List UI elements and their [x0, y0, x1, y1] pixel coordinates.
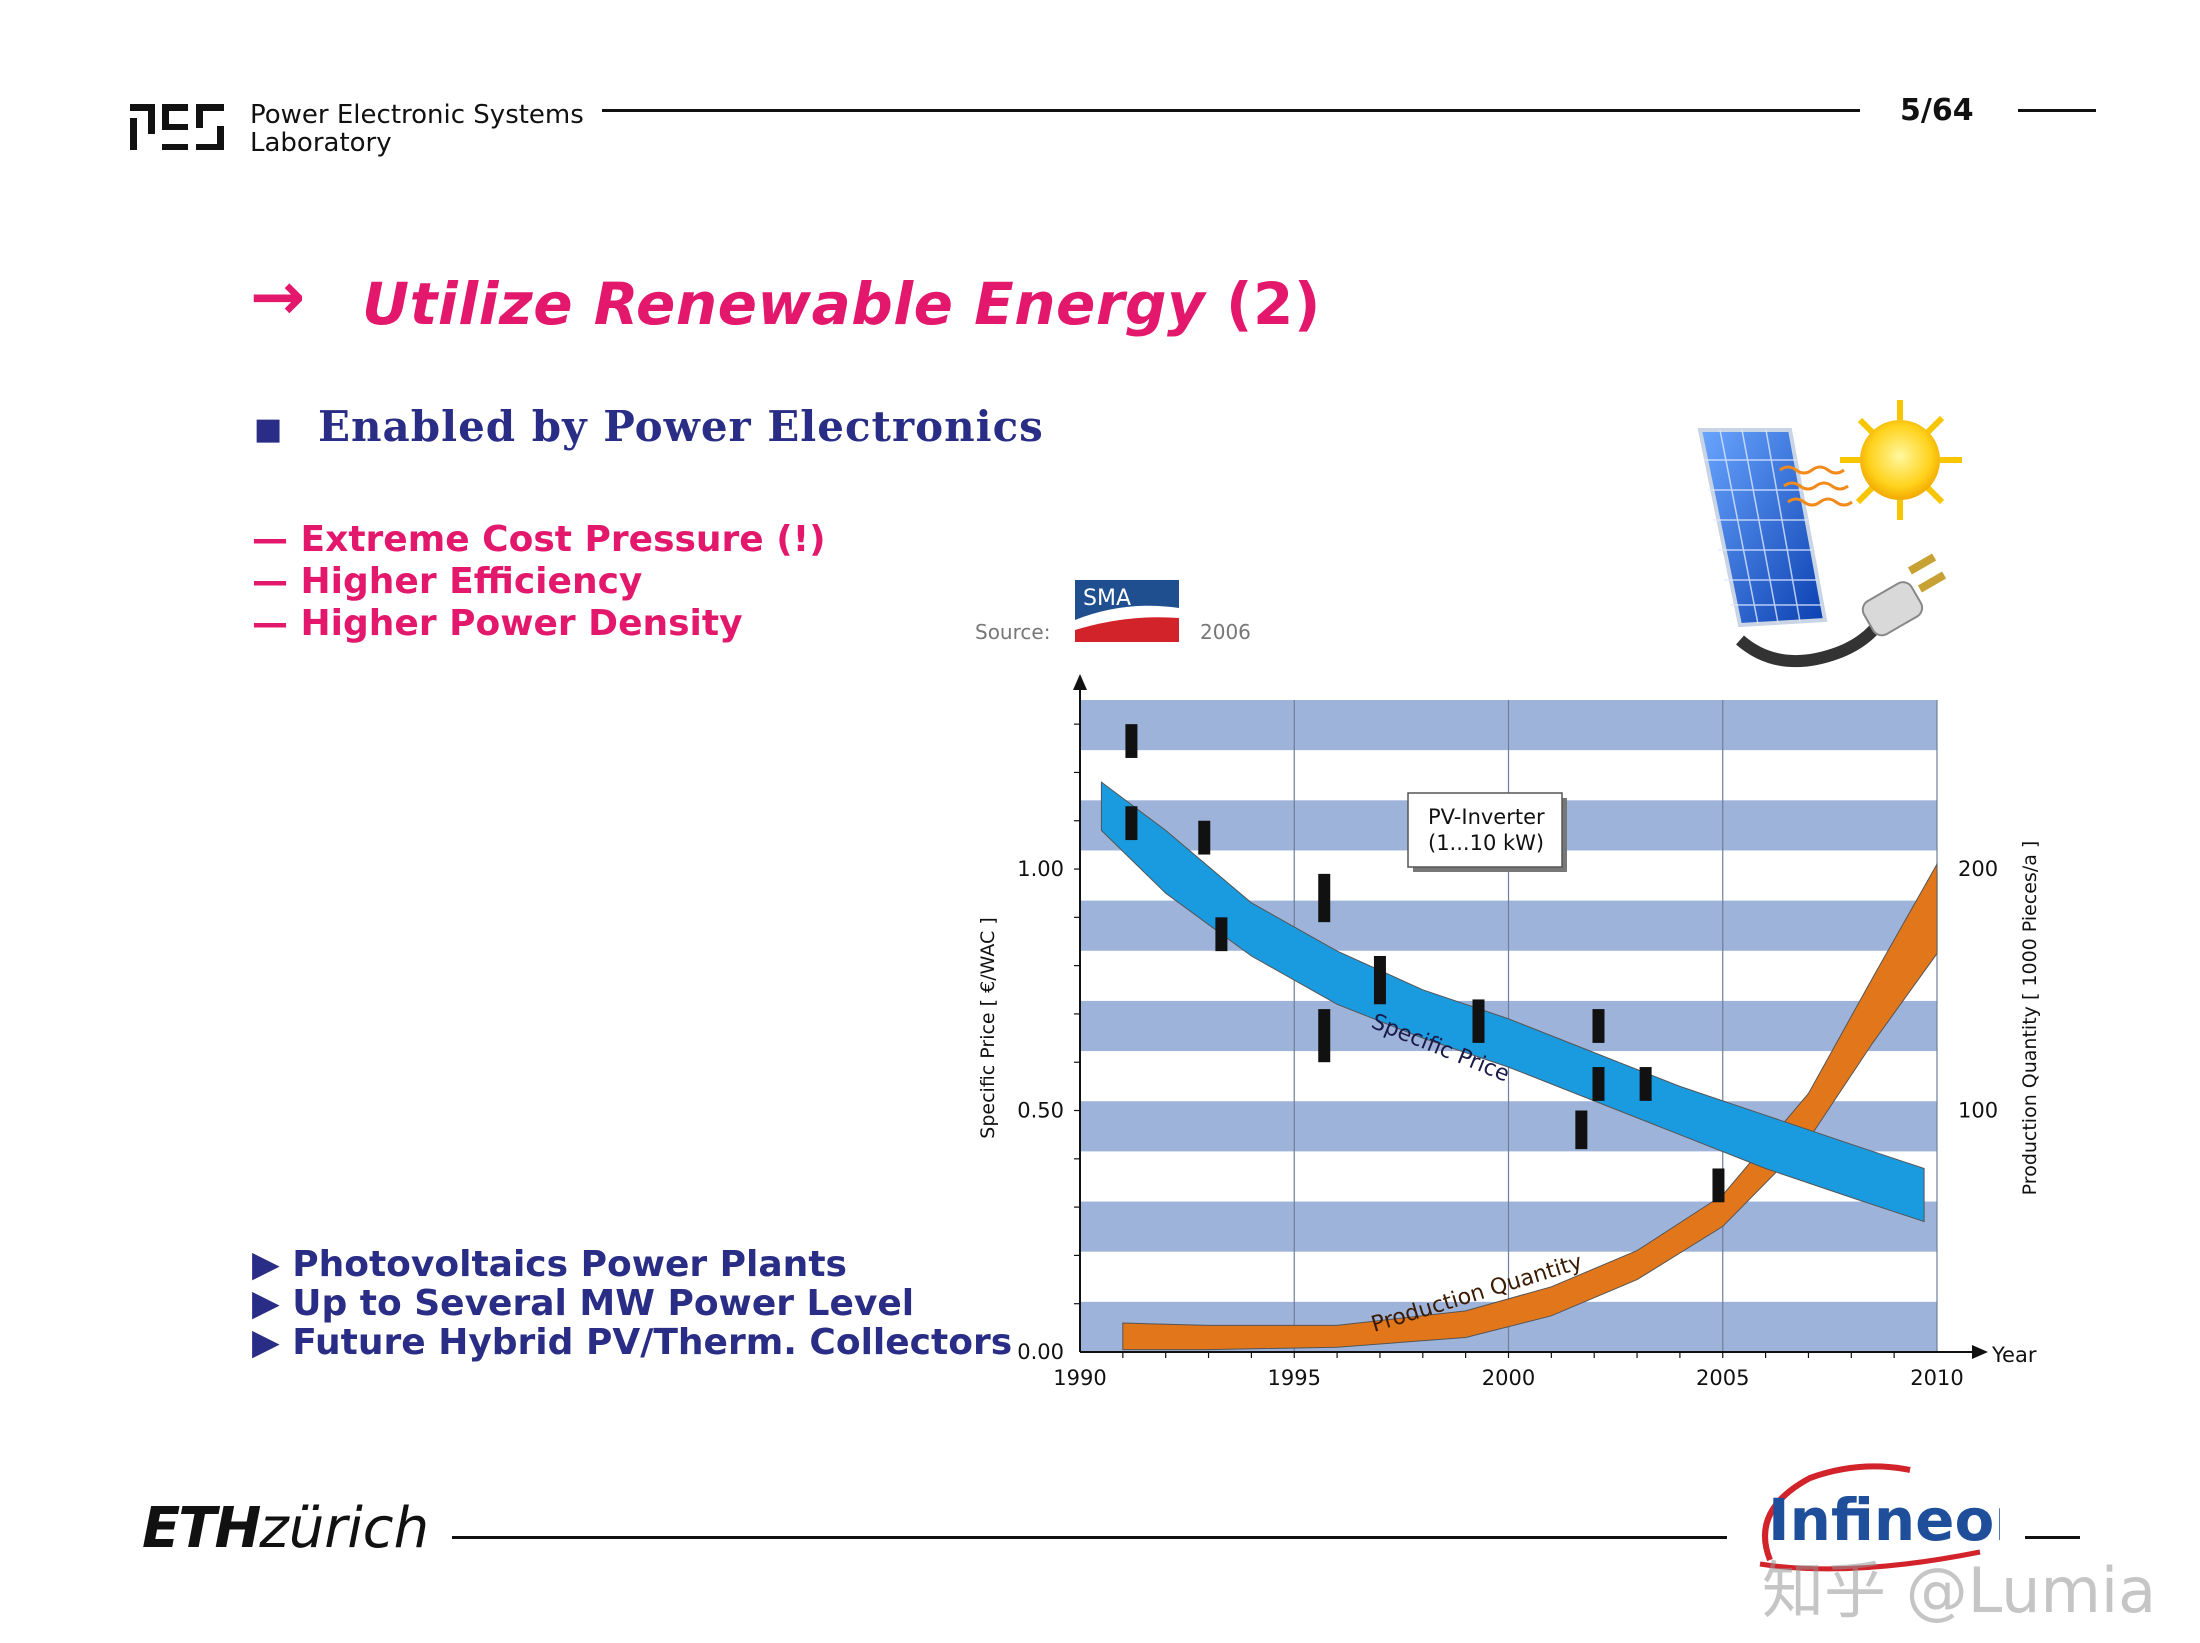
infineon-logo-text: Infineon — [1768, 1486, 2000, 1554]
source-label: Source: — [975, 620, 1051, 644]
y-right-tick-label: 100 — [1958, 1099, 1998, 1123]
lab-name-line2: Laboratory — [250, 128, 392, 158]
data-marker — [1125, 724, 1138, 758]
data-marker — [1125, 806, 1138, 841]
series-area — [1100, 781, 1925, 1223]
x-axis-arrow-icon — [1972, 1345, 1988, 1359]
chart-title-box — [1407, 792, 1563, 868]
list-item: — Extreme Cost Pressure (!) — [252, 519, 826, 560]
list-item: ▶ Up to Several MW Power Level — [252, 1283, 915, 1324]
data-marker — [1712, 1168, 1725, 1203]
data-marker — [1318, 873, 1331, 923]
eth-logo-text: ETH — [142, 1496, 261, 1561]
list-item: — Higher Power Density — [252, 603, 743, 644]
data-marker — [1373, 955, 1386, 1005]
y-axis-arrow-icon — [1073, 674, 1087, 690]
eth-logo: ETHzürich — [142, 1496, 429, 1561]
chart-subtitle: (1...10 kW) — [1428, 831, 1544, 855]
y-right-tick-label: 200 — [1958, 857, 1998, 881]
sun-icon — [1840, 400, 1962, 520]
pes-logo — [130, 104, 224, 150]
footer-rule-right — [2025, 1536, 2080, 1539]
red-list: — Extreme Cost Pressure (!) — Higher Eff… — [252, 519, 826, 645]
data-marker — [1472, 999, 1485, 1043]
blue-list: ▶ Photovoltaics Power Plants ▶ Up to Sev… — [252, 1245, 1012, 1362]
series-area — [1122, 862, 1938, 1351]
plug-icon — [1736, 553, 1947, 668]
solar-panel-illustration — [1697, 400, 1962, 668]
sma-logo: SMA — [1075, 580, 1179, 642]
x-tick-label: 1995 — [1268, 1366, 1321, 1390]
list-item: — Higher Efficiency — [252, 561, 643, 602]
data-marker — [1575, 1110, 1588, 1150]
source-year: 2006 — [1200, 620, 1251, 644]
watermark: 知乎 @Lumia — [1762, 1554, 2157, 1627]
list-item: ▶ Future Hybrid PV/Therm. Collectors — [252, 1322, 1013, 1363]
sma-logo-text: SMA — [1083, 586, 1131, 611]
footer-rule — [452, 1536, 1727, 1539]
slide-title-text: Utilize Renewable Energy — [362, 270, 1206, 338]
page-number: 5/64 — [1900, 93, 1974, 128]
header-rule — [602, 109, 1860, 112]
slide-subtitle: Enabled by Power Electronics — [318, 402, 1044, 451]
y-right-axis-label: Production Quantity [ 1000 Pieces/a ] — [2019, 841, 2041, 1196]
data-marker — [1215, 917, 1228, 952]
slide-title-number: (2) — [1226, 270, 1321, 338]
title-arrow-icon: → — [250, 258, 306, 335]
x-tick-label: 2005 — [1696, 1366, 1749, 1390]
x-axis-label: Year — [1991, 1343, 2037, 1367]
y-left-tick-label: 1.00 — [1017, 857, 1064, 881]
zurich-logo-text: zürich — [259, 1496, 430, 1561]
lab-name-line1: Power Electronic Systems — [250, 100, 584, 130]
x-tick-label: 1990 — [1053, 1366, 1106, 1390]
data-marker — [1592, 1067, 1605, 1101]
x-tick-label: 2000 — [1482, 1366, 1535, 1390]
data-marker — [1639, 1067, 1652, 1101]
chart-title: PV-Inverter — [1428, 805, 1545, 829]
y-left-tick-label: 0.50 — [1017, 1099, 1064, 1123]
infineon-logo: Infineon — [1759, 1463, 2000, 1572]
y-left-tick-label: 0.00 — [1017, 1340, 1064, 1364]
y-left-axis-label: Specific Price [ €/WAC ] — [977, 917, 999, 1138]
data-marker — [1198, 820, 1211, 855]
square-bullet-icon: ■ — [254, 412, 283, 447]
data-marker — [1318, 1009, 1331, 1063]
panel-icon — [1697, 428, 1853, 628]
slide-title: Utilize Renewable Energy (2) — [362, 270, 1321, 338]
data-marker — [1592, 1009, 1605, 1043]
header-rule-right — [2018, 109, 2096, 112]
list-item: ▶ Photovoltaics Power Plants — [252, 1244, 847, 1285]
x-tick-label: 2010 — [1910, 1366, 1963, 1390]
